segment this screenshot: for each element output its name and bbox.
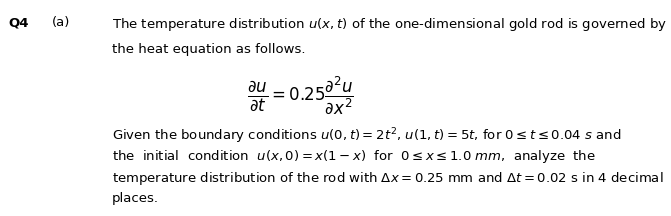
Text: Given the boundary conditions $u(0, t) = 2t^2$, $u(1, t) = 5t$, for $0 \leq t \l: Given the boundary conditions $u(0, t) =… [112,126,621,146]
Text: the heat equation as follows.: the heat equation as follows. [112,43,305,56]
Text: $\dfrac{\partial u}{\partial t} = 0.25\dfrac{\partial^2 u}{\partial x^2}$: $\dfrac{\partial u}{\partial t} = 0.25\d… [246,74,354,116]
Text: temperature distribution of the rod with $\Delta x = 0.25$ mm and $\Delta t = 0.: temperature distribution of the rod with… [112,170,664,187]
Text: the  initial  condition  $u(x, 0) = x(1 - x)$  for  $0 \leq x \leq 1.0$ $mm$,  a: the initial condition $u(x, 0) = x(1 - x… [112,148,596,165]
Text: Q4: Q4 [8,16,28,29]
Text: The temperature distribution $u(x, t)$ of the one-dimensional gold rod is govern: The temperature distribution $u(x, t)$ o… [112,16,667,33]
Text: places.: places. [112,192,159,205]
Text: (a): (a) [52,16,70,29]
